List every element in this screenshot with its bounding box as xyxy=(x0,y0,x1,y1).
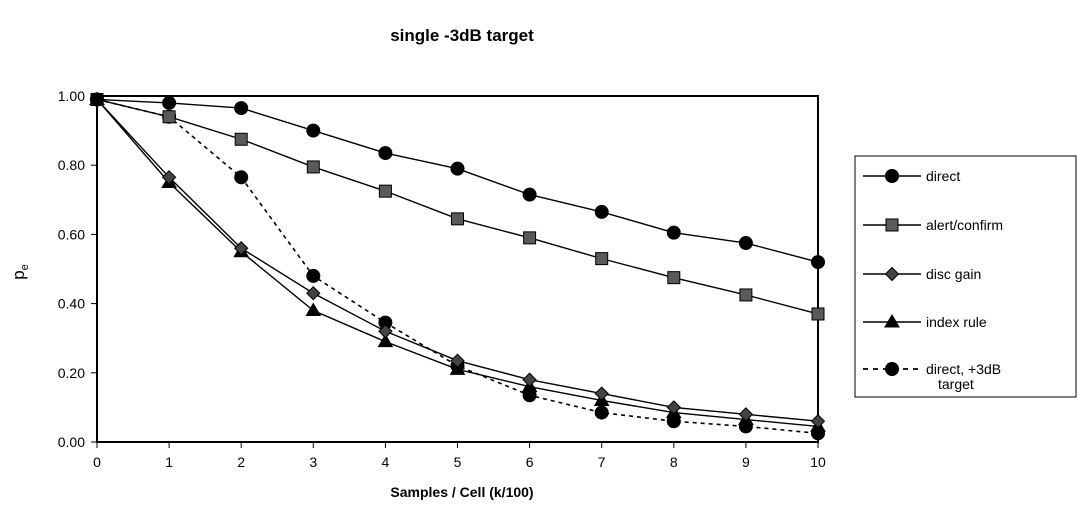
y-tick-label: 0.00 xyxy=(58,434,85,450)
legend-entry-index-rule: index rule xyxy=(863,314,987,330)
data-point-disc-gain xyxy=(161,170,177,185)
series-alert-confirm xyxy=(90,92,825,321)
series-line-direct xyxy=(96,98,819,263)
x-tick-label: 1 xyxy=(165,454,173,470)
y-tick-label: 1.00 xyxy=(58,88,85,104)
data-point-direct xyxy=(162,95,177,110)
data-point-alert-confirm xyxy=(523,231,537,245)
data-point-alert-confirm xyxy=(306,160,320,174)
x-tick-label: 10 xyxy=(810,454,826,470)
legend-label: alert/confirm xyxy=(926,217,1003,233)
legend-label: direct xyxy=(926,168,960,184)
data-point-direct-3db-target xyxy=(234,170,249,185)
legend-entry-direct-3db-target: direct, +3dB target xyxy=(863,361,1001,392)
legend-entry-direct: direct xyxy=(863,168,960,184)
data-point-alert-confirm xyxy=(667,271,681,285)
series-direct-3db-target xyxy=(90,92,825,441)
y-tick-label: 0.80 xyxy=(58,157,85,173)
data-point-direct xyxy=(378,146,393,161)
data-point-alert-confirm xyxy=(595,252,609,266)
data-point-direct xyxy=(306,123,321,138)
x-tick-label: 2 xyxy=(237,454,245,470)
y-tick-label: 0.60 xyxy=(58,226,85,242)
y-axis-label-subscript: e xyxy=(19,264,31,270)
data-point-index-rule xyxy=(449,361,466,375)
data-point-alert-confirm xyxy=(811,307,825,321)
y-tick-label: 0.40 xyxy=(58,296,85,312)
series-direct xyxy=(90,92,825,270)
legend-marker xyxy=(884,266,900,282)
data-point-direct xyxy=(450,161,465,176)
data-point-disc-gain xyxy=(378,324,393,339)
data-point-direct-3db-target xyxy=(306,268,321,283)
legend-marker xyxy=(885,169,899,183)
x-tick-label: 6 xyxy=(526,454,534,470)
data-point-disc-gain xyxy=(450,353,465,368)
data-point-index-rule xyxy=(377,333,394,348)
y-axis-label-group: pe xyxy=(9,264,31,280)
x-tick-label: 8 xyxy=(670,454,678,470)
data-point-direct xyxy=(234,101,249,116)
legend-label: disc gain xyxy=(926,266,981,282)
legend-marker xyxy=(885,218,899,232)
data-point-direct xyxy=(522,187,537,202)
x-tick-label: 0 xyxy=(93,454,101,470)
data-point-alert-confirm xyxy=(378,184,392,198)
data-point-index-rule xyxy=(305,302,322,317)
y-tick-label: 0.20 xyxy=(58,365,85,381)
legend-marker xyxy=(884,314,900,328)
series-layer xyxy=(89,91,826,441)
data-point-direct xyxy=(594,204,609,219)
data-point-direct-3db-target xyxy=(594,405,609,420)
data-point-disc-gain xyxy=(522,372,537,387)
series-line-index-rule xyxy=(96,99,819,428)
data-point-alert-confirm xyxy=(234,132,248,146)
data-point-direct xyxy=(90,92,104,107)
legend-entry-disc-gain: disc gain xyxy=(863,266,981,282)
chart-title: single -3dB target xyxy=(390,26,534,45)
x-tick-label: 5 xyxy=(454,454,462,470)
series-line-direct-3db-target xyxy=(96,98,819,435)
x-tick-label: 7 xyxy=(598,454,606,470)
legend-label: direct, +3dB target xyxy=(926,361,1001,392)
data-point-disc-gain xyxy=(306,286,321,301)
series-disc-gain xyxy=(89,92,826,429)
x-tick-label: 9 xyxy=(742,454,750,470)
data-point-disc-gain xyxy=(810,414,826,429)
data-point-direct xyxy=(811,255,825,270)
data-point-disc-gain xyxy=(233,241,249,256)
y-axis-label: pe xyxy=(9,264,31,280)
data-point-alert-confirm xyxy=(739,288,753,302)
data-point-disc-gain xyxy=(738,407,754,422)
data-point-alert-confirm xyxy=(451,212,464,226)
y-axis-label-main: p xyxy=(9,270,28,279)
data-point-direct xyxy=(738,236,753,251)
legend-entry-alert-confirm: alert/confirm xyxy=(863,217,1003,233)
legend-marker xyxy=(885,362,899,376)
data-point-alert-confirm xyxy=(162,110,176,124)
legend-label: index rule xyxy=(926,314,987,330)
data-point-direct xyxy=(666,225,681,240)
x-tick-label: 3 xyxy=(309,454,317,470)
legend: direct alert/confirm disc gain index rule di… xyxy=(854,155,1077,398)
series-line-alert-confirm xyxy=(96,98,819,315)
data-point-disc-gain xyxy=(594,386,609,401)
axis-ticks: 0.00 0.20 0.40 0.60 0.80 1.00 0 1 2 3 4 5 6 7 8 9 10 xyxy=(58,88,826,470)
data-point-disc-gain xyxy=(666,400,682,415)
x-tick-label: 4 xyxy=(382,454,390,470)
x-axis-label: Samples / Cell (k/100) xyxy=(390,484,533,500)
